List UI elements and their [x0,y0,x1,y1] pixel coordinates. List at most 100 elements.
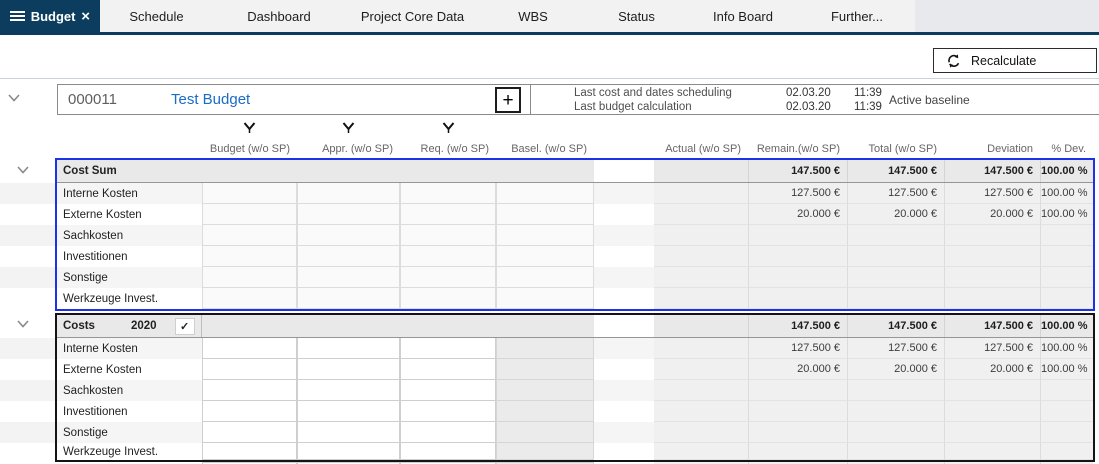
cell-total: 20.000 € [847,359,944,380]
tab-info-board[interactable]: Info Board [713,8,773,24]
section-collapse-chevron-icon[interactable] [17,166,29,174]
cell-pct-dev [1040,225,1093,246]
section-header-row[interactable]: Cost Sum 147.500 €147.500 €147.500 €100.0… [57,160,1093,183]
tab-budget[interactable]: Budget × [0,0,100,32]
tab-status[interactable]: Status [618,8,655,24]
cell-budget[interactable] [202,380,297,401]
cell-appr[interactable] [297,401,400,422]
cell-req [400,267,496,288]
cell [654,462,748,464]
cell-basel [496,183,594,204]
cell-actual [654,246,748,267]
cell-budget[interactable] [202,443,297,460]
cell-basel [496,246,594,267]
row-label: Sachkosten [63,384,124,397]
cell-deviation [944,443,1040,460]
row-label: Investitionen [63,405,128,418]
cell-req[interactable] [400,401,496,422]
column-marker-icon[interactable] [442,122,455,134]
cell-total [847,443,944,460]
section-total-total: 147.500 € [847,160,944,182]
tab-schedule[interactable]: Schedule [129,8,184,24]
row-label: Externe Kosten [63,363,142,376]
section-title: Cost Sum [57,160,202,182]
tab-bar: Budget × Schedule Dashboard Project Core D… [0,0,1099,35]
cell-deviation [944,288,1040,309]
section-title: Costs 2020 ✓ [57,315,202,337]
section-total-deviation: 147.500 € [944,160,1040,182]
cell-req [400,204,496,225]
section-header-gap [594,315,654,337]
recalculate-button[interactable]: Recalculate [933,48,1097,73]
tab-wbs[interactable]: WBS [518,8,548,24]
tab-project-core-data[interactable]: Project Core Data [360,8,465,24]
recalculate-label: Recalculate [971,53,1037,68]
cell-budget[interactable] [202,401,297,422]
cell-deviation [944,401,1040,422]
cell-total [847,422,944,443]
column-header-actual-w-o-sp: Actual (w/o SP) [665,143,741,155]
table-row: Investitionen [57,401,1093,422]
cell-deviation: 127.500 € [944,183,1040,204]
cell-appr [297,204,400,225]
column-header-row: Budget (w/o SP) Appr. (w/o SP) Req. (w/o S… [57,120,1093,158]
cell-pct-dev [1040,380,1093,401]
cell [1040,462,1093,464]
cell-basel [496,443,594,460]
cell-req[interactable] [400,338,496,359]
column-marker-icon[interactable] [243,122,256,134]
menu-icon[interactable] [10,11,25,21]
cell-budget[interactable] [202,338,297,359]
cell-appr[interactable] [297,443,400,460]
cell-pct-dev [1040,246,1093,267]
cell-appr[interactable] [297,359,400,380]
budget-table: Budget (w/o SP) Appr. (w/o SP) Req. (w/o S… [55,120,1095,464]
cell-budget[interactable] [202,359,297,380]
row-gap [594,288,654,309]
row-gutter [0,183,57,309]
cell-req [400,225,496,246]
row-label: Sachkosten [63,229,124,242]
cell-basel [496,267,594,288]
section-collapse-chevron-icon[interactable] [17,320,29,328]
column-marker-icon[interactable] [342,122,355,134]
cell-req[interactable] [400,359,496,380]
row-gap [594,183,654,204]
table-row: Sonstige [57,267,1093,288]
column-header-appr-w-o-sp: Appr. (w/o SP) [322,143,393,155]
cell [496,462,594,464]
cell-basel [496,380,594,401]
column-header-dev: % Dev. [1051,143,1086,155]
close-icon[interactable]: × [81,7,90,25]
meta-time: 11:39 [854,101,882,113]
table-row: Werkzeuge Invest. [57,443,1093,460]
cell-appr[interactable] [297,380,400,401]
cell-appr[interactable] [297,422,400,443]
project-collapse-chevron-icon[interactable] [8,94,20,102]
cell-actual [654,338,748,359]
cell-appr[interactable] [297,338,400,359]
cell-budget[interactable] [202,422,297,443]
cell-remain: 20.000 € [748,204,847,225]
column-header-total-w-o-sp: Total (w/o SP) [868,143,937,155]
cell-total [847,267,944,288]
project-box[interactable]: 000011 Test Budget + [57,85,531,114]
section-header-gap [594,160,654,182]
tab-further[interactable]: Further... [830,8,884,24]
section-header-fill [496,315,594,337]
section-header-row[interactable]: Costs 2020 ✓ 147.500 €147.500 €147.500 €100… [57,315,1093,338]
cell-appr [297,225,400,246]
cell-req[interactable] [400,422,496,443]
section-header-fill [400,315,496,337]
cell-remain [748,380,847,401]
tab-dashboard[interactable]: Dashboard [247,8,311,24]
section-header-fill [496,160,594,182]
meta-label: Last cost and dates scheduling [574,87,732,99]
cell-deviation [944,246,1040,267]
add-button[interactable]: + [495,87,521,113]
row-gutter [0,338,57,460]
cell-deviation: 127.500 € [944,338,1040,359]
cell-req[interactable] [400,380,496,401]
cell-req[interactable] [400,443,496,460]
period-active-checkbox[interactable]: ✓ [174,317,195,335]
